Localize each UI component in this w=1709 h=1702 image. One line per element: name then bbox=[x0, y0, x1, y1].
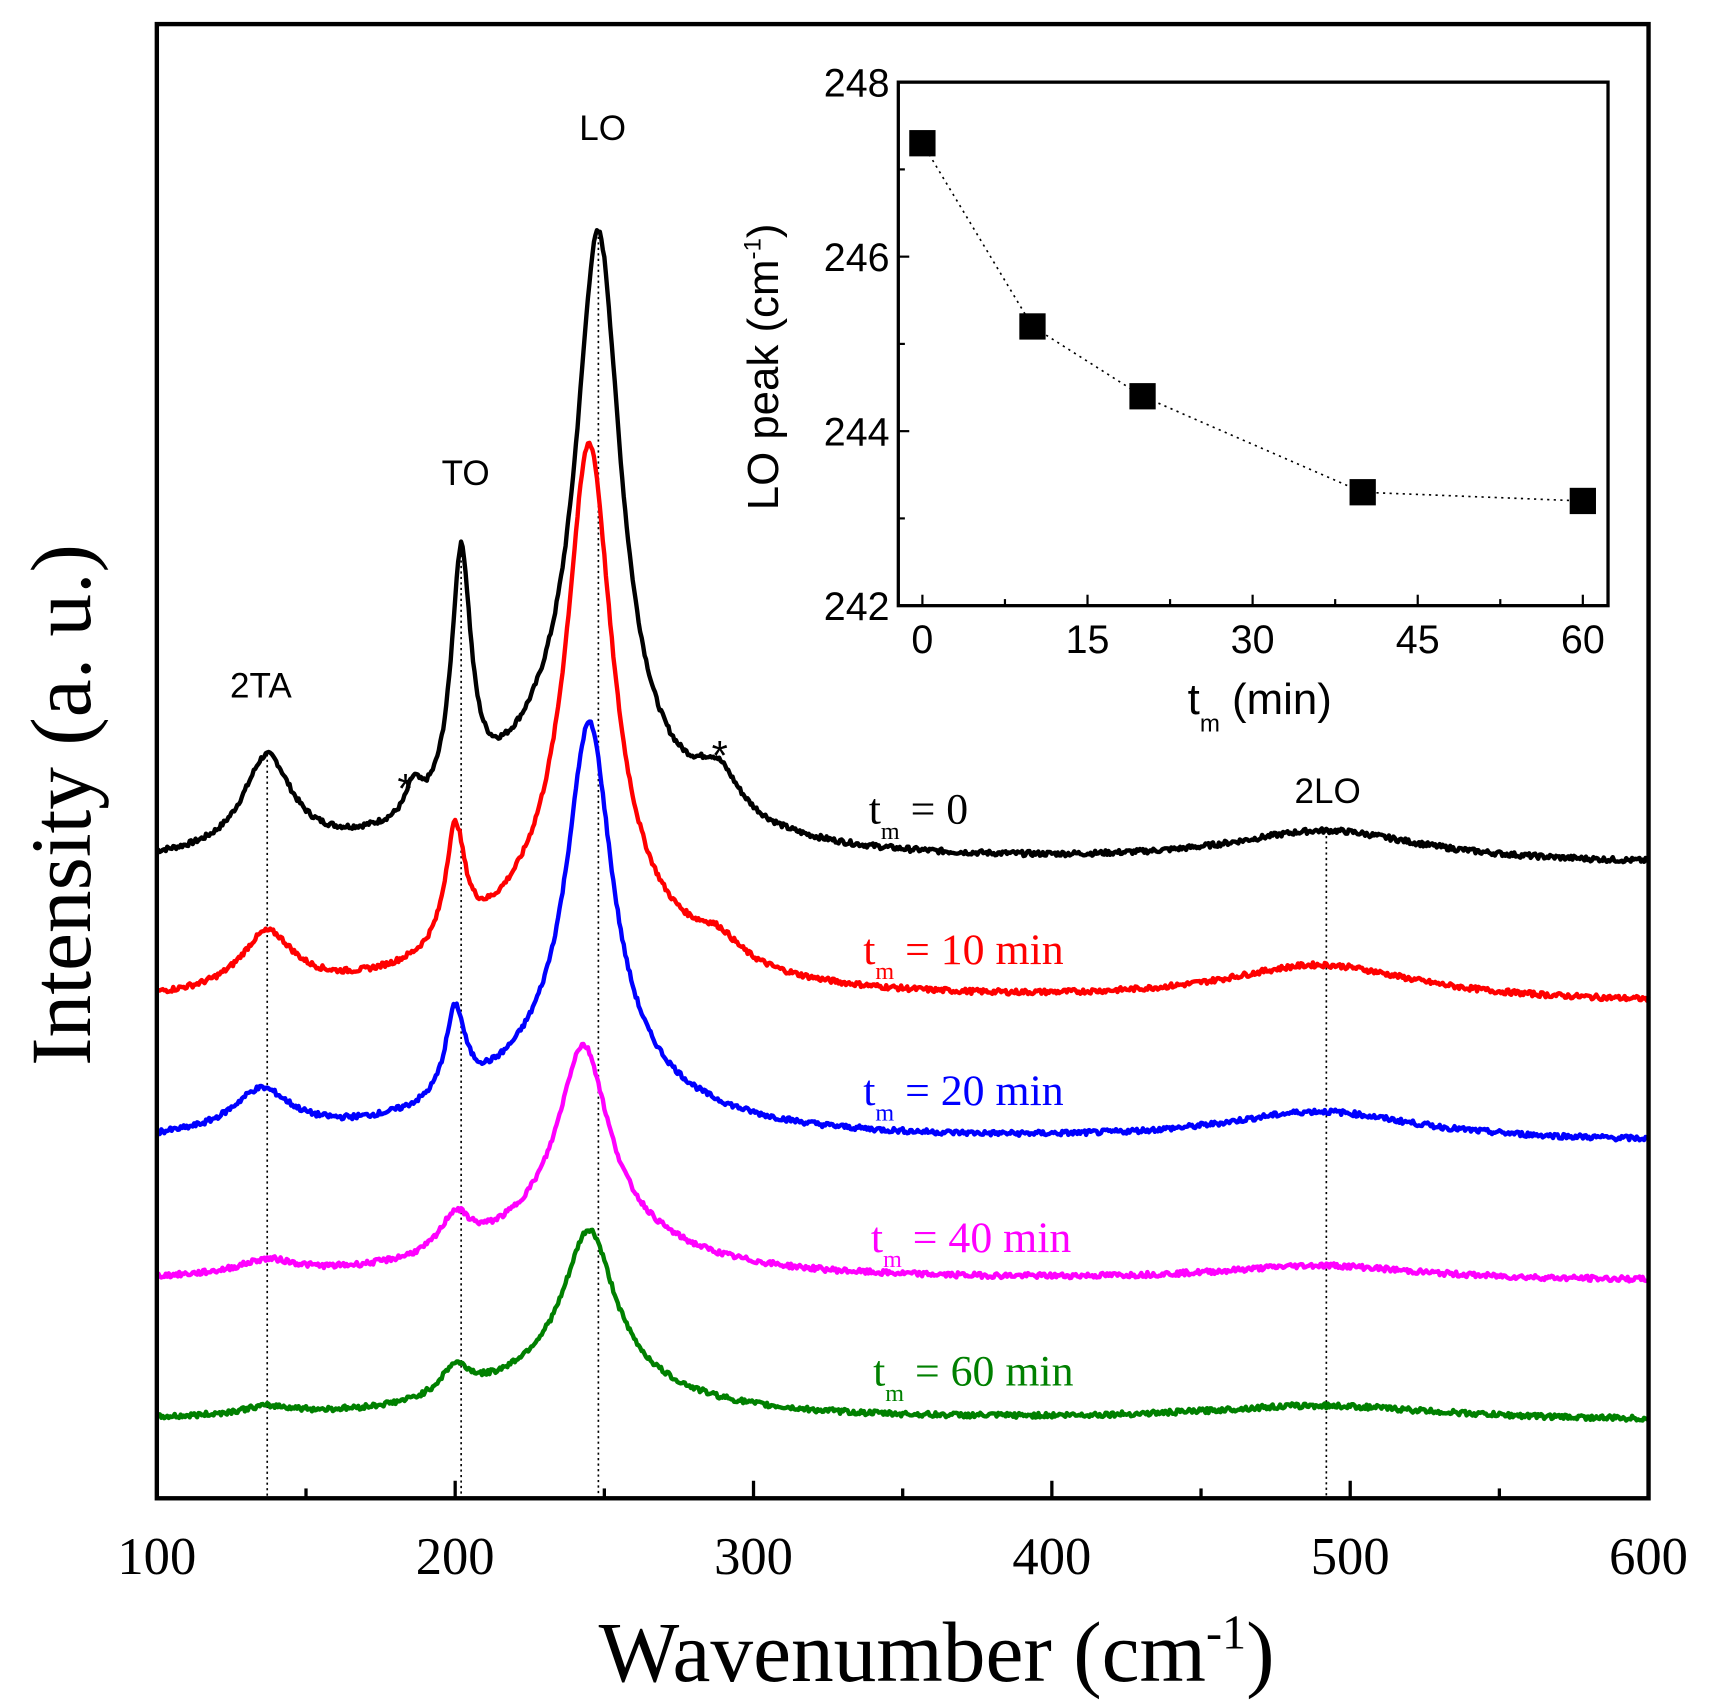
series-line-2 bbox=[154, 719, 1650, 1143]
inset-y-tick-label: 242 bbox=[824, 585, 890, 629]
series-line-1 bbox=[155, 440, 1651, 1004]
inset-data-point bbox=[1019, 313, 1046, 340]
x-tick-label: 300 bbox=[714, 1528, 793, 1586]
inset-y-tick-label: 248 bbox=[824, 61, 890, 105]
x-tick-label: 200 bbox=[416, 1528, 495, 1586]
x-tick-label: 600 bbox=[1609, 1528, 1688, 1586]
inset-frame bbox=[896, 80, 1610, 608]
inset-data-point bbox=[909, 130, 936, 157]
inset-x-axis-label: tm (min) bbox=[1188, 675, 1332, 738]
peak-label: 2LO bbox=[1295, 772, 1361, 811]
inset-y-tick-label: 246 bbox=[824, 236, 890, 280]
peak-label: * bbox=[397, 765, 413, 812]
inset-x-tick-label: 15 bbox=[1066, 618, 1110, 662]
peak-label: 2TA bbox=[230, 667, 292, 706]
inset-x-tick-label: 0 bbox=[911, 618, 933, 662]
x-tick-label: 100 bbox=[117, 1528, 196, 1586]
inset-dotted-line bbox=[921, 142, 1583, 502]
inset-x-tick-label: 60 bbox=[1561, 618, 1605, 662]
inset-x-tick-label: 45 bbox=[1396, 618, 1440, 662]
series-line-3 bbox=[155, 1041, 1650, 1284]
inset-x-tick-label: 30 bbox=[1231, 618, 1275, 662]
inset-data-point bbox=[1349, 479, 1376, 506]
series-label-3: tm = 40 min bbox=[871, 1214, 1071, 1273]
inset-y-tick-label: 244 bbox=[824, 410, 890, 454]
peak-label: TO bbox=[442, 454, 490, 493]
series-line-4 bbox=[155, 1227, 1650, 1423]
series-label-1: tm = 10 min bbox=[863, 926, 1063, 985]
series-line-0 bbox=[156, 228, 1651, 865]
inset-y-axis-label: LO peak (cm-1) bbox=[739, 224, 788, 511]
peak-label: LO bbox=[579, 109, 626, 148]
inset-data-point bbox=[1569, 487, 1596, 515]
series-label-4: tm = 60 min bbox=[873, 1347, 1073, 1406]
series-label-0: tm = 0 bbox=[869, 786, 968, 845]
main-x-axis-label: Wavenumber (cm-1) bbox=[599, 1606, 1275, 1700]
inset-data-point bbox=[1129, 383, 1156, 410]
peak-label: * bbox=[712, 732, 728, 779]
x-tick-label: 400 bbox=[1012, 1528, 1091, 1586]
x-tick-label: 500 bbox=[1311, 1528, 1390, 1586]
inset-plot: 0 15 30 45 60 242 244 246 248 tm (min) LO peak (cm… bbox=[739, 61, 1610, 738]
main-y-axis-label: Intensity (a. u.) bbox=[15, 544, 109, 1066]
series-label-2: tm = 20 min bbox=[863, 1067, 1063, 1126]
